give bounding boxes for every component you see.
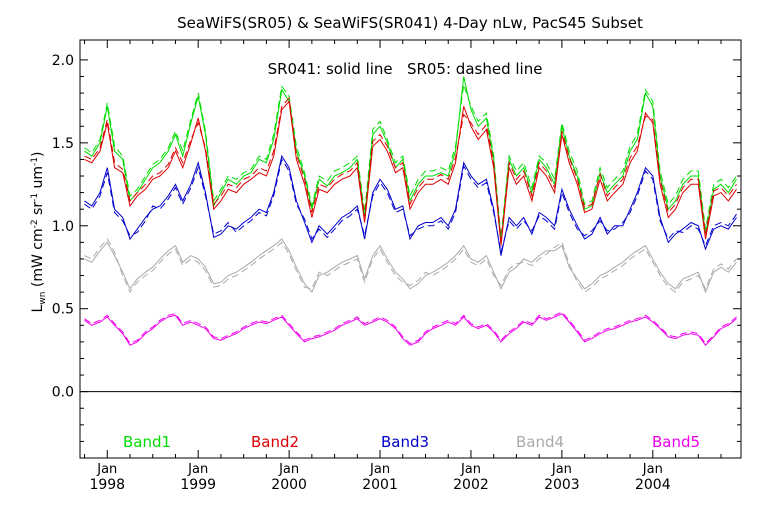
- band5-solid-line: [84, 313, 737, 346]
- y-tick-label: 1.0: [52, 219, 74, 235]
- band5-dashed-line: [84, 311, 737, 345]
- y-tick-label: 2.0: [52, 53, 74, 69]
- axes: 0.00.51.01.52.0Jan1998Jan1999Jan2000Jan2…: [52, 40, 741, 493]
- legend-band2: Band2: [251, 433, 299, 451]
- x-tick-month: Jan: [96, 462, 117, 477]
- band4-solid-line: [84, 238, 737, 294]
- band3-solid-line: [84, 154, 737, 256]
- band2-dashed-line: [84, 96, 737, 241]
- band3-dashed-line: [84, 158, 737, 253]
- legend: Band1 Band2 Band3 Band4 Band5: [123, 433, 700, 451]
- series-lines: [84, 76, 737, 346]
- x-tick-month: Jan: [278, 462, 299, 477]
- x-tick-year: 2003: [544, 477, 580, 493]
- y-tick-label: 1.5: [52, 136, 74, 152]
- x-tick-year: 2000: [271, 477, 307, 493]
- x-tick-month: Jan: [369, 462, 390, 477]
- x-tick-month: Jan: [642, 462, 663, 477]
- x-tick-year: 2002: [453, 477, 489, 493]
- band1-solid-line: [84, 76, 737, 243]
- band4-dashed-line: [84, 238, 737, 294]
- y-tick-label: 0.0: [52, 385, 74, 401]
- y-tick-label: 0.5: [52, 302, 74, 318]
- legend-band1: Band1: [123, 433, 171, 451]
- plot-frame: [79, 39, 742, 459]
- y-axis-label: Lwn (mW cm-2 sr-1 um-1): [30, 152, 48, 313]
- x-tick-year: 2004: [635, 477, 671, 493]
- band1-dashed-line: [84, 84, 737, 238]
- legend-band3: Band3: [381, 433, 429, 451]
- legend-band4: Band4: [516, 433, 564, 451]
- x-tick-month: Jan: [460, 462, 481, 477]
- legend-band5: Band5: [652, 433, 700, 451]
- chart-subtitle: SR041: solid line SR05: dashed line: [268, 60, 543, 78]
- x-tick-month: Jan: [551, 462, 572, 477]
- x-tick-year: 2001: [362, 477, 398, 493]
- svg-text:Lwn (mW cm-2 sr-1 um-1): Lwn (mW cm-2 sr-1 um-1): [30, 152, 48, 313]
- chart-title: SeaWiFS(SR05) & SeaWiFS(SR041) 4-Day nLw…: [177, 14, 643, 32]
- x-tick-year: 1998: [89, 477, 125, 493]
- x-tick-year: 1999: [180, 477, 216, 493]
- x-tick-month: Jan: [187, 462, 208, 477]
- band2-solid-line: [84, 100, 737, 246]
